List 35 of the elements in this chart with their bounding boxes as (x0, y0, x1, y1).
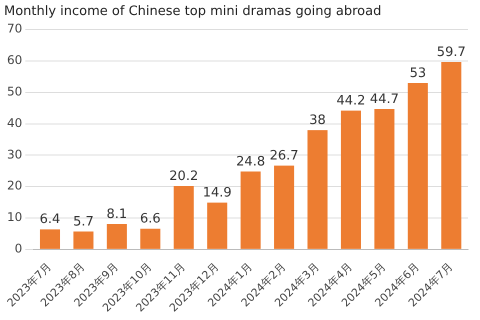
bar (307, 130, 328, 249)
y-tick-label: 30 (6, 147, 22, 162)
y-tick-label: 50 (6, 84, 22, 99)
data-label: 24.8 (236, 154, 266, 170)
y-tick-label: 10 (6, 210, 22, 224)
bar (174, 186, 194, 249)
data-label: 44.2 (336, 93, 366, 108)
bar (207, 202, 228, 249)
bar (73, 232, 94, 249)
data-label: 59.7 (436, 44, 466, 60)
bar (441, 62, 462, 249)
data-label: 6.6 (140, 212, 161, 227)
bar (140, 228, 160, 249)
data-label: 5.7 (73, 214, 94, 230)
bar (340, 110, 361, 249)
bar (408, 82, 428, 249)
y-tick-label: 20 (6, 178, 22, 193)
data-label: 38 (309, 112, 326, 128)
bar (274, 166, 294, 249)
chart-title: Monthly income of Chinese top mini dramas going abroad (4, 4, 382, 20)
data-label: 20.2 (169, 168, 198, 184)
data-label: 26.7 (270, 148, 299, 164)
data-label: 8.1 (106, 206, 128, 222)
bar (106, 224, 127, 249)
y-tick-label: 0 (14, 242, 22, 256)
data-label: 53 (410, 66, 426, 81)
bar (240, 172, 261, 249)
bar (374, 109, 394, 249)
y-tick-label: 70 (6, 22, 22, 36)
data-label: 44.7 (370, 92, 399, 107)
y-tick-label: 40 (6, 116, 22, 130)
data-label: 6.4 (40, 212, 60, 228)
data-label: 14.9 (202, 186, 232, 201)
y-tick-label: 60 (6, 53, 22, 68)
bar (40, 229, 60, 249)
